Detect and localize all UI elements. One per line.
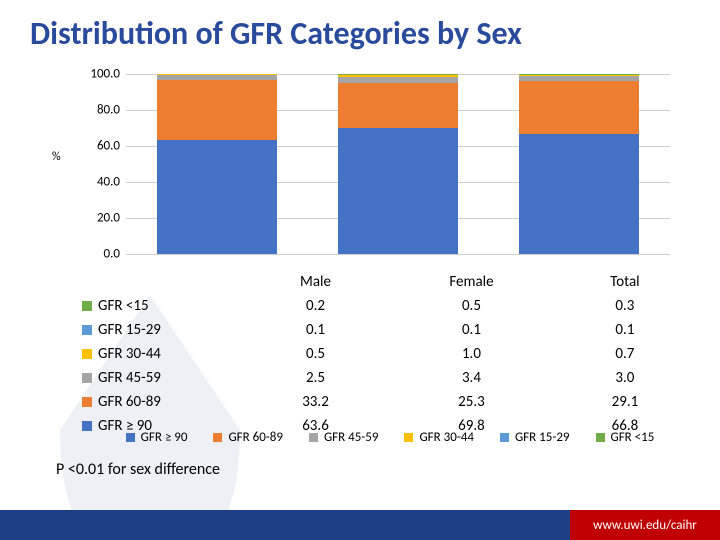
- table-header-row: MaleFemaleTotal: [76, 270, 690, 294]
- category-column: [489, 74, 670, 254]
- table-col-header: Total: [560, 270, 690, 294]
- y-tick-label: 0.0: [76, 247, 120, 262]
- category-column: [307, 74, 488, 254]
- legend-label: GFR 30-44: [419, 430, 474, 445]
- legend-swatch: [126, 433, 135, 442]
- category-column: [126, 74, 307, 254]
- series-swatch: [82, 325, 92, 335]
- row-label-text: GFR <15: [98, 297, 149, 315]
- table-row: GFR <15 0.20.50.3: [76, 294, 690, 318]
- series-swatch: [82, 373, 92, 383]
- series-swatch: [82, 349, 92, 359]
- legend-swatch: [309, 433, 318, 442]
- data-table: MaleFemaleTotal GFR <150.20.50.3GFR 15-2…: [76, 270, 690, 438]
- row-label: GFR 30-44: [76, 342, 248, 366]
- stacked-bar: [157, 74, 277, 254]
- y-tick-label: 100.0: [76, 67, 120, 82]
- row-label-text: GFR 45-59: [98, 369, 161, 387]
- legend-swatch: [213, 433, 222, 442]
- row-label: GFR 45-59: [76, 366, 248, 390]
- legend-swatch: [596, 433, 605, 442]
- chart: 0.020.040.060.080.0100.0: [70, 74, 670, 274]
- grid-line: [126, 254, 670, 255]
- table-cell: 0.7: [560, 342, 690, 366]
- legend-item: GFR <15: [596, 430, 655, 445]
- table-cell: 0.1: [383, 318, 560, 342]
- legend-swatch: [500, 433, 509, 442]
- y-tick-label: 40.0: [76, 175, 120, 190]
- table-cell: 25.3: [383, 390, 560, 414]
- legend-label: GFR 45-59: [324, 430, 379, 445]
- footer-link[interactable]: www.uwi.edu/caihr: [570, 510, 720, 540]
- bar-segment: [157, 140, 277, 254]
- chart-bars: [126, 74, 670, 254]
- table-corner: [76, 270, 248, 294]
- y-tick-label: 20.0: [76, 211, 120, 226]
- legend-item: GFR 30-44: [404, 430, 474, 445]
- table-cell: 33.2: [248, 390, 383, 414]
- legend-swatch: [404, 433, 413, 442]
- table-body: GFR <150.20.50.3GFR 15-290.10.10.1GFR 30…: [76, 294, 690, 438]
- table-cell: 0.5: [248, 342, 383, 366]
- bar-segment: [519, 134, 639, 254]
- legend-label: GFR 15-29: [515, 430, 570, 445]
- table-cell: 0.2: [248, 294, 383, 318]
- table-cell: 0.1: [560, 318, 690, 342]
- row-label-text: GFR 60-89: [98, 393, 161, 411]
- row-label-text: GFR 15-29: [98, 321, 161, 339]
- slide: Distribution of GFR Categories by Sex % …: [0, 0, 720, 540]
- y-tick-label: 60.0: [76, 139, 120, 154]
- legend-label: GFR ≥ 90: [141, 430, 188, 445]
- table-cell: 1.0: [383, 342, 560, 366]
- table-row: GFR 15-290.10.10.1: [76, 318, 690, 342]
- table-row: GFR 30-44 0.51.00.7: [76, 342, 690, 366]
- legend: GFR ≥ 90 GFR 60-89 GFR 45-59 GFR 30-44 GFR 1…: [90, 430, 690, 445]
- legend-label: GFR 60-89: [228, 430, 283, 445]
- bar-segment: [157, 80, 277, 140]
- table-cell: 0.3: [560, 294, 690, 318]
- stacked-bar: [519, 74, 639, 254]
- row-label: GFR <15: [76, 294, 248, 318]
- bar-segment: [338, 128, 458, 254]
- stacked-bar: [338, 74, 458, 254]
- page-title: Distribution of GFR Categories by Sex: [30, 14, 690, 53]
- legend-item: GFR 60-89: [213, 430, 283, 445]
- bar-segment: [519, 81, 639, 133]
- table-cell: 0.1: [248, 318, 383, 342]
- table-cell: 0.5: [383, 294, 560, 318]
- footer-url-text: www.uwi.edu/caihr: [593, 518, 697, 533]
- row-label: GFR 15-29: [76, 318, 248, 342]
- legend-label: GFR <15: [611, 430, 655, 445]
- legend-item: GFR ≥ 90: [126, 430, 188, 445]
- y-tick-label: 80.0: [76, 103, 120, 118]
- table-col-header: Male: [248, 270, 383, 294]
- table-cell: 3.0: [560, 366, 690, 390]
- series-swatch: [82, 301, 92, 311]
- table-row: GFR 45-59 2.53.43.0: [76, 366, 690, 390]
- bar-segment: [338, 83, 458, 129]
- table-col-header: Female: [383, 270, 560, 294]
- table-cell: 29.1: [560, 390, 690, 414]
- row-label-text: GFR 30-44: [98, 345, 161, 363]
- legend-item: GFR 45-59: [309, 430, 379, 445]
- table-row: GFR 60-89 33.225.329.1: [76, 390, 690, 414]
- legend-item: GFR 15-29: [500, 430, 570, 445]
- table-cell: 3.4: [383, 366, 560, 390]
- stat-note: P <0.01 for sex difference: [56, 460, 220, 479]
- y-axis-label: %: [52, 150, 61, 164]
- row-label: GFR 60-89: [76, 390, 248, 414]
- series-swatch: [82, 397, 92, 407]
- table-cell: 2.5: [248, 366, 383, 390]
